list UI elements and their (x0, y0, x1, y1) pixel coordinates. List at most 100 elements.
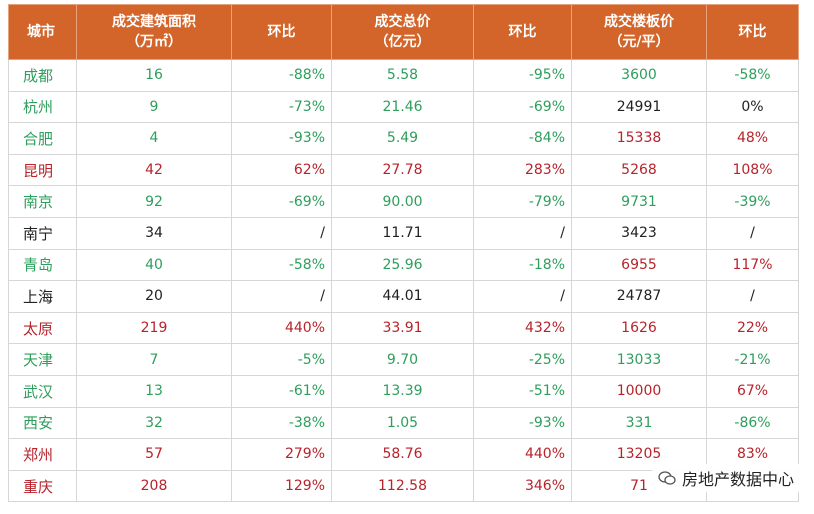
cell-total-ratio: -93% (474, 407, 572, 439)
table-row: 杭州 9 -73% 21.46 -69% 24991 0% (9, 91, 799, 123)
table-row: 天津 7 -5% 9.70 -25% 13033 -21% (9, 344, 799, 376)
cell-price-ratio: 22% (707, 312, 799, 344)
cell-price-ratio: / (707, 217, 799, 249)
cell-area: 219 (77, 312, 232, 344)
cell-area-ratio: 279% (232, 439, 332, 471)
cell-area-ratio: 129% (232, 470, 332, 502)
header-area: 成交建筑面积 （万㎡） (77, 5, 232, 60)
cell-area: 9 (77, 91, 232, 123)
cell-city: 重庆 (9, 470, 77, 502)
cell-total: 13.39 (332, 375, 474, 407)
cell-price-ratio: -39% (707, 186, 799, 218)
cell-total-ratio: 346% (474, 470, 572, 502)
cell-price-ratio: 108% (707, 154, 799, 186)
cell-total: 90.00 (332, 186, 474, 218)
cell-city: 昆明 (9, 154, 77, 186)
cell-area-ratio: -58% (232, 249, 332, 281)
cell-city: 成都 (9, 60, 77, 92)
cell-total: 9.70 (332, 344, 474, 376)
cell-total-ratio: / (474, 281, 572, 313)
table-row: 昆明 42 62% 27.78 283% 5268 108% (9, 154, 799, 186)
header-area-unit: （万㎡） (77, 32, 231, 52)
cell-price-ratio: 48% (707, 123, 799, 155)
header-price-label: 成交楼板价 (572, 12, 706, 32)
cell-area: 34 (77, 217, 232, 249)
cell-city: 西安 (9, 407, 77, 439)
cell-price-ratio: -86% (707, 407, 799, 439)
cell-area-ratio: -61% (232, 375, 332, 407)
cell-price: 9731 (572, 186, 707, 218)
cell-total: 1.05 (332, 407, 474, 439)
cell-price: 15338 (572, 123, 707, 155)
table-row: 上海 20/44.01/24787/ (9, 281, 799, 313)
cell-total: 5.58 (332, 60, 474, 92)
table-row: 青岛 40 -58% 25.96 -18% 6955 117% (9, 249, 799, 281)
cell-area-ratio: / (232, 281, 332, 313)
cell-city: 上海 (9, 281, 77, 313)
table-row: 南京 92 -69% 90.00 -79% 9731 -39% (9, 186, 799, 218)
cell-area: 16 (77, 60, 232, 92)
watermark: 房地产数据中心 (652, 464, 800, 492)
cell-total: 21.46 (332, 91, 474, 123)
cell-total: 33.91 (332, 312, 474, 344)
cell-total: 112.58 (332, 470, 474, 502)
header-area-label: 成交建筑面积 (77, 12, 231, 32)
cell-total: 11.71 (332, 217, 474, 249)
cell-area-ratio: -73% (232, 91, 332, 123)
cell-area: 42 (77, 154, 232, 186)
cell-total-ratio: / (474, 217, 572, 249)
cell-area-ratio: -69% (232, 186, 332, 218)
cell-price-ratio: / (707, 281, 799, 313)
cell-area-ratio: 440% (232, 312, 332, 344)
data-table-container: 城市 成交建筑面积 （万㎡） 环比 成交总价 （亿元） 环比 成交楼板价 （元/… (8, 4, 798, 502)
cell-area-ratio: -38% (232, 407, 332, 439)
cell-price: 24991 (572, 91, 707, 123)
header-ratio-label: 环比 (739, 24, 767, 40)
cell-price-ratio: 117% (707, 249, 799, 281)
cell-area-ratio: -5% (232, 344, 332, 376)
table-row: 成都 16 -88% 5.58 -95% 3600 -58% (9, 60, 799, 92)
cell-total: 25.96 (332, 249, 474, 281)
cell-total: 58.76 (332, 439, 474, 471)
cell-total-ratio: -79% (474, 186, 572, 218)
cell-city: 南宁 (9, 217, 77, 249)
header-price: 成交楼板价 （元/平） (572, 5, 707, 60)
cell-area-ratio: / (232, 217, 332, 249)
header-ratio-label: 环比 (509, 24, 537, 40)
land-transaction-table: 城市 成交建筑面积 （万㎡） 环比 成交总价 （亿元） 环比 成交楼板价 （元/… (8, 4, 799, 502)
cell-total-ratio: 283% (474, 154, 572, 186)
cell-price-ratio: 67% (707, 375, 799, 407)
cell-price-ratio: -58% (707, 60, 799, 92)
cell-city: 南京 (9, 186, 77, 218)
cell-price-ratio: 0% (707, 91, 799, 123)
cell-area-ratio: 62% (232, 154, 332, 186)
cell-price: 3423 (572, 217, 707, 249)
cell-area: 32 (77, 407, 232, 439)
cell-city: 太原 (9, 312, 77, 344)
cell-price: 10000 (572, 375, 707, 407)
header-price-ratio: 环比 (707, 5, 799, 60)
cell-total-ratio: -84% (474, 123, 572, 155)
cell-city: 青岛 (9, 249, 77, 281)
cell-price: 13033 (572, 344, 707, 376)
cell-area: 7 (77, 344, 232, 376)
cell-total-ratio: -51% (474, 375, 572, 407)
header-total-ratio: 环比 (474, 5, 572, 60)
cell-area: 20 (77, 281, 232, 313)
table-row: 合肥 4 -93% 5.49 -84% 15338 48% (9, 123, 799, 155)
cell-area: 4 (77, 123, 232, 155)
cell-price: 5268 (572, 154, 707, 186)
cell-area: 208 (77, 470, 232, 502)
cell-total: 5.49 (332, 123, 474, 155)
table-row: 武汉 13 -61% 13.39 -51% 10000 67% (9, 375, 799, 407)
header-total-unit: （亿元） (332, 32, 473, 52)
cell-total: 44.01 (332, 281, 474, 313)
cell-city: 郑州 (9, 439, 77, 471)
cell-city: 武汉 (9, 375, 77, 407)
cell-price: 331 (572, 407, 707, 439)
cell-price: 1626 (572, 312, 707, 344)
header-area-ratio: 环比 (232, 5, 332, 60)
cell-city: 合肥 (9, 123, 77, 155)
cell-area-ratio: -93% (232, 123, 332, 155)
cell-price-ratio: -21% (707, 344, 799, 376)
